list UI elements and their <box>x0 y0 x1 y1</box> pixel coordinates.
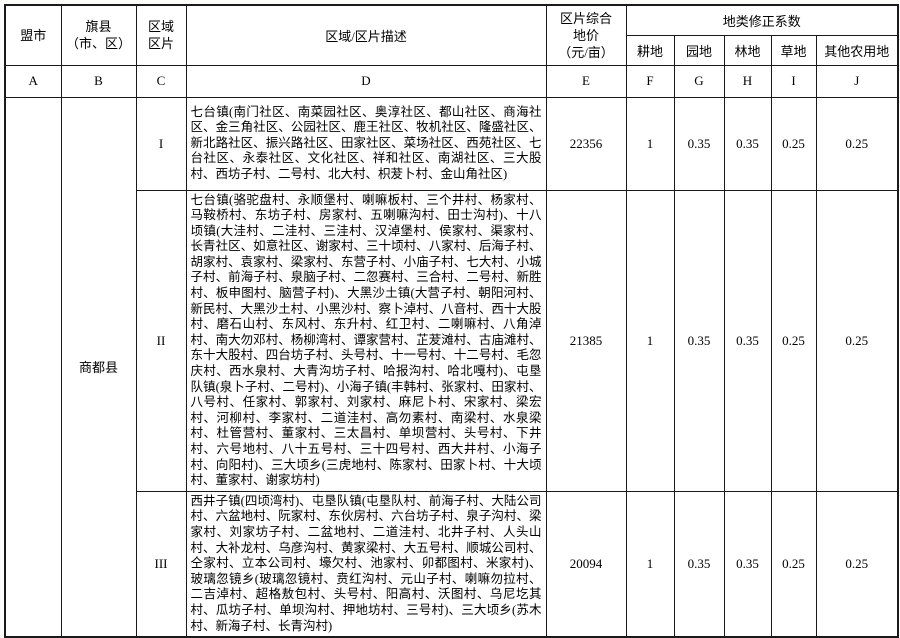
coeff-farmland-3: 1 <box>625 490 675 638</box>
coeff-grassland-3: 0.25 <box>770 490 817 638</box>
coeff-garden-1: 0.35 <box>673 96 725 191</box>
header-mengshi: 盟市 <box>4 4 62 66</box>
zone-description-3: 西井子镇(四顷湾村)、屯垦队镇(屯垦队村、前海子村、大陆公司村、六盆地村、阮家村… <box>185 490 547 638</box>
header-coeff-farmland: 耕地 <box>625 34 675 66</box>
header-coeff-other: 其他农用地 <box>815 34 899 66</box>
zone-row-2: II 七台镇(骆驼盘村、永顺堡村、喇嘛板村、三个井村、杨家村、马鞍桥村、东坊子村… <box>5 189 899 492</box>
coeff-other-1: 0.25 <box>815 96 899 191</box>
zone-label-1: I <box>135 96 187 191</box>
coeff-grassland-1: 0.25 <box>770 96 817 191</box>
coeff-other-3: 0.25 <box>815 490 899 638</box>
header-description: 区域/区片描述 <box>185 4 547 66</box>
zone-row-3: III 西井子镇(四顷湾村)、屯垦队镇(屯垦队村、前海子村、大陆公司村、六盆地村… <box>5 490 899 638</box>
zone-description-1: 七台镇(南门社区、南菜园社区、奥淳社区、都山社区、商海社区、金三角社区、公园社区… <box>185 96 547 191</box>
letter-f: F <box>625 64 675 98</box>
letter-d: D <box>185 64 547 98</box>
zone-price-3: 20094 <box>545 490 627 638</box>
cell-city-empty <box>4 96 62 638</box>
header-coeff-forest: 林地 <box>723 34 772 66</box>
coeff-grassland-2: 0.25 <box>770 189 817 492</box>
letter-h: H <box>723 64 772 98</box>
land-price-table: 盟市 旗县 （市、区） 区域 区片 区域/区片描述 区片综合 地价 （元/亩） … <box>4 4 900 638</box>
coeff-forest-1: 0.35 <box>723 96 772 191</box>
coeff-other-2: 0.25 <box>815 189 899 492</box>
zone-label-2: II <box>135 189 187 492</box>
coeff-farmland-1: 1 <box>625 96 675 191</box>
coeff-garden-3: 0.35 <box>673 490 725 638</box>
coeff-forest-3: 0.35 <box>723 490 772 638</box>
cell-county: 商都县 <box>60 96 137 638</box>
zone-description-2: 七台镇(骆驼盘村、永顺堡村、喇嘛板村、三个井村、杨家村、马鞍桥村、东坊子村、房家… <box>185 189 547 492</box>
zone-price-1: 22356 <box>545 96 627 191</box>
coeff-forest-2: 0.35 <box>723 189 772 492</box>
header-coeff-grassland: 草地 <box>770 34 817 66</box>
letter-j: J <box>815 64 899 98</box>
letter-c: C <box>135 64 187 98</box>
zone-price-2: 21385 <box>545 189 627 492</box>
letter-g: G <box>673 64 725 98</box>
header-qixian: 旗县 （市、区） <box>60 4 137 66</box>
header-coefficient-group: 地类修正系数 <box>625 4 899 36</box>
letter-b: B <box>60 64 137 98</box>
zone-label-3: III <box>135 490 187 638</box>
coeff-garden-2: 0.35 <box>673 189 725 492</box>
zone-row-1: 商都县 I 七台镇(南门社区、南菜园社区、奥淳社区、都山社区、商海社区、金三角社… <box>4 96 899 638</box>
header-zone: 区域 区片 <box>135 4 187 66</box>
header-price: 区片综合 地价 （元/亩） <box>545 4 627 66</box>
header-coeff-garden: 园地 <box>673 34 725 66</box>
letter-i: I <box>770 64 817 98</box>
coeff-farmland-2: 1 <box>625 189 675 492</box>
letter-e: E <box>545 64 627 98</box>
column-letter-row: A B C D E F G H I J <box>4 64 899 98</box>
letter-a: A <box>4 64 62 98</box>
